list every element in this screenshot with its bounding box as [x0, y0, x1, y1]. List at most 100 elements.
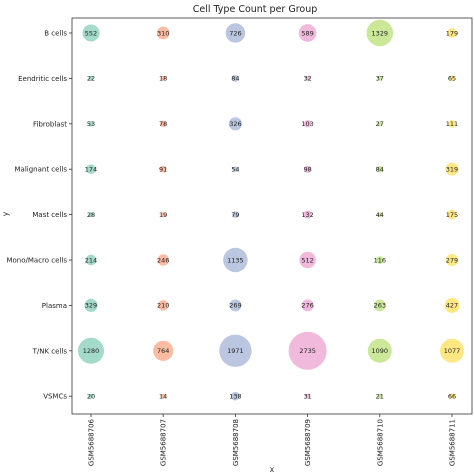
bubble-value-label: 179: [446, 29, 458, 37]
y-axis-label: y: [1, 211, 10, 216]
bubble-value-label: 427: [446, 302, 458, 310]
bubble-value-label: 319: [446, 166, 458, 174]
bubble-value-label: 19: [159, 211, 167, 219]
bubble-value-label: 84: [231, 75, 239, 83]
bubble: [223, 247, 248, 273]
bubble: [231, 391, 240, 401]
bubble-value-label: 2735: [299, 347, 316, 355]
x-axis: GSM5688706 GSM5688707 GSM5688708 GSM5688709…: [88, 414, 457, 466]
bubble-value-label: 32: [303, 75, 311, 83]
bubble: [88, 393, 94, 399]
bubble: [445, 253, 459, 267]
bubbles: [78, 19, 464, 401]
bubble-value-label: 53: [87, 120, 95, 128]
bubble: [160, 75, 166, 81]
bubble: [288, 331, 327, 370]
x-axis-label: x: [270, 465, 275, 474]
bubble: [160, 393, 166, 399]
bubble-value-label: 1971: [227, 347, 244, 355]
bubble: [447, 209, 457, 220]
bubble: [298, 24, 317, 42]
bubble: [160, 212, 166, 218]
bubble-value-label: 18: [159, 75, 167, 83]
bubble: [156, 26, 170, 40]
bubble: [373, 299, 386, 312]
bubble: [366, 19, 394, 47]
bubble: [377, 212, 383, 218]
bubble-value-label: 764: [157, 347, 169, 355]
bubble: [232, 75, 239, 82]
bubble: [159, 120, 167, 128]
bubble: [157, 300, 169, 311]
bubble: [301, 299, 314, 312]
bubble: [225, 23, 246, 43]
y-tick-label: B cells: [44, 30, 67, 38]
bubble-value-label: 210: [157, 302, 169, 310]
bubble-value-label: 66: [448, 393, 456, 401]
bubble: [157, 254, 169, 266]
bubble: [232, 166, 239, 172]
bubble: [232, 211, 239, 218]
bubble-value-label: 1329: [372, 29, 389, 37]
chart-title: Cell Type Count per Group: [193, 4, 318, 15]
bubble-value-label: 21: [376, 393, 384, 401]
plot-frame: [71, 17, 473, 415]
y-tick-label: Plasma: [42, 302, 67, 310]
bubble-value-label: 22: [87, 75, 95, 83]
bubble-value-label: 214: [85, 256, 97, 264]
bubble-value-label: 84: [376, 166, 384, 174]
bubble: [88, 212, 94, 218]
bubble-value-label: 116: [374, 256, 386, 264]
bubble: [449, 75, 455, 82]
y-tick-label: Eendritic cells: [18, 75, 67, 83]
bubble-value-label: 14: [159, 393, 167, 401]
bubble-value-label: 1135: [227, 256, 244, 264]
bubble: [305, 75, 311, 81]
bubble: [448, 119, 456, 128]
bubble-value-label: 279: [446, 256, 458, 264]
bubble-value-label: 512: [301, 256, 313, 264]
bubble-value-label: 98: [303, 166, 311, 174]
bubble-value-label: 310: [157, 29, 169, 37]
bubble-value-label: 31: [303, 393, 311, 401]
bubble: [78, 337, 104, 364]
bubble-value-label: 589: [301, 29, 313, 37]
bubble: [86, 164, 96, 174]
bubble-value-label: 78: [159, 120, 167, 128]
bubble: [445, 162, 459, 176]
bubble-value-label: 91: [159, 166, 167, 174]
x-tick-label: GSM5688710: [376, 419, 384, 466]
bubble-value-label: 326: [229, 120, 241, 128]
bubble-value-label: 552: [85, 29, 97, 37]
bubble: [377, 121, 383, 127]
bubble: [299, 251, 316, 269]
bubble: [444, 297, 460, 313]
y-tick-label: Mono/Macro cells: [6, 257, 67, 265]
y-tick-label: T/NK cells: [32, 347, 68, 355]
bubble: [305, 393, 311, 399]
bubble-value-label: 103: [301, 120, 313, 128]
bubble: [449, 393, 455, 400]
bubble: [153, 340, 174, 361]
bubble-value-label: 174: [85, 166, 97, 174]
bubble-value-label: 132: [301, 211, 313, 219]
bubble: [82, 24, 100, 42]
bubble: [229, 299, 242, 312]
bubble: [303, 120, 312, 128]
bubble-value-label: 54: [231, 166, 239, 174]
bubble-value-label: 79: [231, 211, 239, 219]
bubble-value-label: 1280: [83, 347, 100, 355]
bubble-value-label: 329: [85, 302, 97, 310]
bubble: [159, 165, 167, 173]
x-tick-label: GSM5688709: [304, 419, 312, 466]
bubble: [447, 28, 457, 38]
bubble-value-label: 1077: [444, 347, 461, 355]
y-tick-label: Fibroblast: [33, 120, 67, 128]
x-tick-label: GSM5688708: [232, 419, 240, 466]
bubble: [440, 338, 464, 363]
x-tick-label: GSM5688707: [160, 419, 168, 466]
bubble: [219, 334, 252, 367]
y-tick-label: VSMCs: [43, 393, 67, 401]
